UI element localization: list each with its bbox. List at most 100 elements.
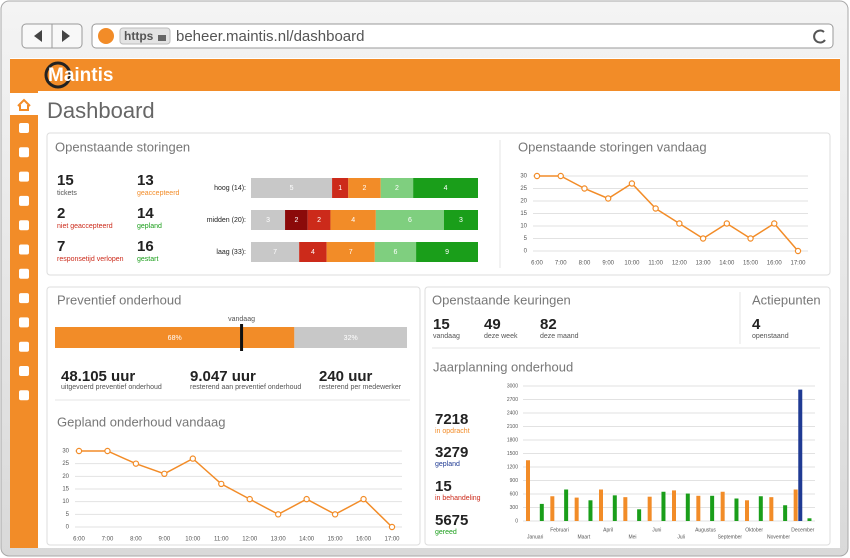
stat-label: openstaand [752,333,789,340]
segment-label: 6 [408,217,412,224]
x-tick-label: Augustus [695,527,716,533]
sidebar-active[interactable] [10,93,38,115]
bar-segment [374,242,417,262]
y-tick-label: 5 [524,236,528,242]
stat-value: 15 [433,316,450,333]
bar [550,496,555,521]
chart-title: Gepland onderhoud vandaag [57,414,225,429]
point [189,455,197,462]
segment-label: 4 [444,185,448,192]
sidebar-icon[interactable] [19,220,29,231]
segment-label: 7 [273,249,277,256]
bar [783,505,788,521]
sidebar-icon[interactable] [19,390,29,401]
legend-label: gereed [435,529,457,536]
x-tick-label: April [603,527,613,533]
x-tick-label: 13:00 [271,537,287,543]
back-button[interactable] [34,30,42,42]
segment-label: 4 [351,217,355,224]
x-tick-label: Juli [677,534,685,540]
stat-label: deze maand [540,333,579,340]
brand[interactable]: Maintis [48,65,113,86]
bar [623,497,628,521]
x-tick-label: 8:00 [130,537,142,543]
bar [661,491,666,521]
sidebar-icon[interactable] [19,293,29,304]
sidebar-icon[interactable] [19,317,29,328]
x-tick-label: 13:00 [696,261,712,267]
point [533,172,541,180]
sidebar-icon[interactable] [19,244,29,255]
x-tick-label: 7:00 [555,261,567,267]
y-tick-label: 1200 [507,464,518,470]
lock-icon [158,35,166,41]
x-tick-label: 6:00 [531,261,543,267]
y-tick-label: 30 [62,449,69,455]
row-label: hoog (14): [214,185,246,192]
point [360,495,367,503]
panel [46,286,421,546]
y-tick-label: 0 [66,525,70,531]
x-tick-label: 17:00 [790,261,806,267]
x-tick-label: 15:00 [743,261,759,267]
bar [574,497,579,521]
bar [564,489,569,521]
y-tick-label: 15 [62,487,69,493]
bar-segment [307,210,331,230]
segment-label: 2 [317,217,321,224]
segment-label: 5 [290,185,294,192]
x-tick-label: Mei [628,534,636,540]
sidebar-icon[interactable] [19,171,29,182]
reload-button[interactable] [813,29,826,44]
progress-segment [55,327,295,348]
stat-value: 13 [137,172,154,189]
forward-button[interactable] [62,30,70,42]
line [537,175,799,252]
bar [793,489,798,521]
bar [745,500,749,521]
stat-value: 240 uur [319,368,373,385]
y-tick-label: 10 [520,224,527,230]
segment-label: 2 [395,185,399,192]
bar-segment [251,210,286,230]
line [79,450,393,528]
y-tick-label: 0 [524,249,528,255]
sidebar-icon[interactable] [19,123,29,133]
point [794,247,802,255]
stat-value: 16 [137,238,154,255]
segment-label: 9 [445,249,449,256]
point [303,495,310,503]
sidebar-icon[interactable] [19,341,29,352]
stat-label: vandaag [433,333,460,340]
chart-title: Preventief onderhoud [57,292,181,307]
bar-segment [416,242,478,262]
sidebar-icon[interactable] [19,366,29,376]
stat-label: geaccepteerd [137,190,180,197]
home-icon[interactable] [17,98,31,111]
point [132,460,140,467]
bar-segment [375,210,444,230]
x-tick-label: 11:00 [214,537,229,543]
sidebar-icon[interactable] [19,147,29,158]
segment-label: 2 [294,217,298,224]
point [274,511,282,518]
point [581,185,588,192]
page-title: Dashboard [47,98,155,123]
sidebar-icon[interactable] [19,195,29,206]
x-tick-label: 17:00 [384,537,400,543]
panel-title: Actiepunten [752,292,821,307]
bar [539,503,544,521]
y-tick-label: 2100 [507,424,518,430]
sidebar-icon[interactable] [19,268,29,279]
address-bar[interactable] [91,23,834,49]
y-tick-label: 1800 [507,437,518,443]
x-tick-label: Januari [527,534,543,540]
y-tick-label: 2700 [507,397,518,403]
x-tick-label: 11:00 [648,261,663,267]
point [557,172,564,180]
legend-value: 5675 [435,512,468,529]
x-tick-label: 12:00 [672,261,688,267]
stat-value: 4 [752,316,761,333]
point [604,195,612,202]
